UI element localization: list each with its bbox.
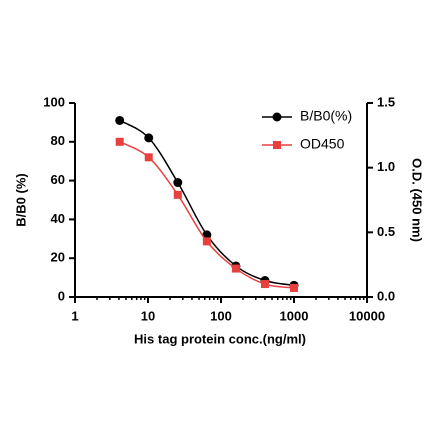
point <box>202 237 211 246</box>
point <box>231 264 240 273</box>
x-tick-label: 10000 <box>349 308 385 323</box>
y-tick-label: 60 <box>51 172 65 187</box>
point <box>115 115 125 125</box>
legend-label: B/B0(%) <box>300 108 352 124</box>
point <box>115 137 124 146</box>
y-tick-label: 80 <box>51 133 65 148</box>
x-tick-label: 1 <box>71 308 78 323</box>
y2-tick-label: 1.5 <box>377 94 395 109</box>
y2-tick-label: 0.5 <box>377 224 395 239</box>
series-line <box>119 141 295 289</box>
x-axis-title: His tag protein conc.(ng/ml) <box>134 331 306 346</box>
y-tick-label: 20 <box>51 250 65 265</box>
y-tick-label: 100 <box>43 94 65 109</box>
point <box>144 133 154 143</box>
legend-marker <box>273 141 281 149</box>
y2-axis-title: O.D. (450 nm) <box>410 158 425 242</box>
x-tick-label: 1000 <box>280 308 309 323</box>
point <box>173 178 183 188</box>
point <box>173 190 182 199</box>
y2-tick-label: 0.0 <box>377 288 395 303</box>
x-tick-label: 100 <box>210 308 232 323</box>
y-axis-title: B/B0 (%) <box>13 173 28 226</box>
y-tick-label: 0 <box>58 288 65 303</box>
legend-marker <box>272 112 282 122</box>
point <box>290 283 298 292</box>
point <box>144 153 153 162</box>
point <box>260 280 269 289</box>
y-tick-label: 40 <box>51 211 65 226</box>
x-tick-label: 10 <box>141 308 155 323</box>
y2-tick-label: 1.0 <box>377 159 395 174</box>
legend-label: OD450 <box>300 136 345 152</box>
